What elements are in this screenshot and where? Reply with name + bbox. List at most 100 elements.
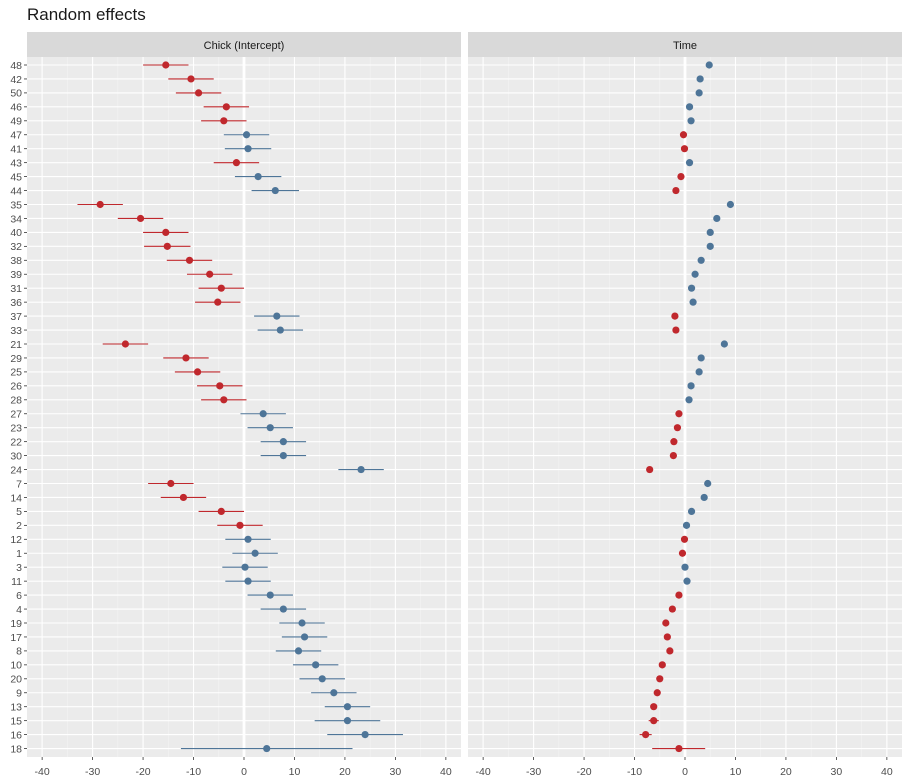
y-tick-label: 33	[10, 325, 22, 337]
y-tick-label: 45	[10, 171, 22, 183]
point-41	[680, 145, 689, 153]
point-4	[279, 605, 287, 613]
y-tick-label: 16	[10, 729, 22, 741]
y-tick-label: 48	[10, 60, 22, 72]
point-36	[689, 298, 697, 306]
y-tick-label: 38	[10, 255, 22, 267]
x-tick-label: 30	[831, 766, 843, 778]
point-38	[697, 256, 705, 264]
y-tick-label: 43	[10, 157, 22, 169]
point-33	[672, 326, 680, 334]
y-tick-label: 50	[10, 88, 22, 100]
point-46	[222, 103, 230, 111]
point-32	[706, 242, 714, 250]
y-tick-label: 30	[10, 450, 22, 462]
point-41	[244, 145, 252, 153]
y-tick-label: 4	[16, 604, 22, 616]
point-18	[675, 744, 683, 753]
point-7	[167, 479, 175, 488]
y-tick-label: 19	[10, 618, 22, 630]
point-35	[726, 200, 735, 209]
point-16	[361, 731, 369, 739]
point-15	[650, 717, 658, 725]
point-29	[182, 354, 190, 362]
y-tick-label: 24	[10, 464, 22, 476]
x-tick-label: 10	[289, 766, 301, 778]
facet-label-1: Chick (Intercept)	[204, 40, 285, 52]
y-tick-label: 6	[16, 590, 22, 602]
point-17	[663, 633, 671, 641]
y-tick-label: 2	[16, 520, 22, 532]
y-tick-label: 36	[10, 297, 22, 309]
facet-strip-2	[468, 32, 902, 57]
y-tick-label: 5	[16, 506, 22, 518]
point-44	[271, 186, 279, 195]
point-45	[677, 173, 685, 181]
x-tick-label: 0	[682, 766, 688, 778]
point-36	[214, 298, 222, 306]
point-14	[179, 493, 188, 502]
y-tick-label: 1	[16, 548, 22, 560]
point-10	[658, 661, 666, 669]
point-39	[691, 270, 699, 278]
point-2	[682, 521, 691, 529]
x-tick-label: 30	[390, 766, 402, 778]
y-tick-label: 31	[10, 283, 22, 295]
y-tick-label: 44	[10, 185, 22, 197]
x-tick-label: 10	[730, 766, 742, 778]
point-34	[713, 214, 721, 223]
point-38	[185, 256, 194, 264]
y-tick-label: 21	[10, 339, 22, 351]
point-37	[273, 312, 281, 320]
point-49	[687, 117, 695, 125]
x-tick-label: 20	[339, 766, 351, 778]
point-2	[236, 521, 244, 529]
chart-title: Random effects	[27, 5, 146, 24]
point-31	[217, 284, 225, 292]
point-42	[696, 75, 704, 83]
y-tick-label: 7	[16, 478, 22, 490]
point-40	[706, 228, 714, 236]
point-50	[194, 89, 203, 97]
y-tick-label: 41	[10, 144, 22, 156]
y-tick-label: 46	[10, 102, 22, 114]
point-19	[662, 619, 670, 627]
point-20	[656, 675, 664, 683]
point-34	[136, 214, 145, 223]
point-22	[670, 438, 678, 446]
point-24	[357, 465, 365, 474]
point-47	[679, 131, 688, 139]
x-tick-label: -20	[576, 766, 591, 778]
point-15	[343, 717, 352, 725]
x-tick-label: -40	[476, 766, 491, 778]
y-tick-label: 18	[10, 743, 22, 755]
x-tick-label: -20	[135, 766, 150, 778]
point-12	[244, 535, 252, 543]
y-tick-label: 23	[10, 423, 22, 435]
x-tick-label: -30	[85, 766, 100, 778]
point-27	[675, 410, 683, 418]
facet-strip-1	[27, 32, 461, 57]
point-19	[298, 619, 306, 627]
point-48	[705, 61, 713, 69]
y-tick-label: 8	[16, 646, 22, 658]
point-35	[96, 200, 104, 209]
point-13	[343, 703, 352, 711]
point-50	[695, 89, 703, 97]
point-37	[671, 312, 679, 320]
y-tick-label: 39	[10, 269, 22, 281]
point-6	[675, 591, 683, 599]
y-tick-label: 17	[10, 632, 22, 644]
point-42	[187, 75, 195, 83]
point-28	[220, 396, 228, 404]
y-tick-label: 32	[10, 241, 22, 253]
x-tick-label: -30	[526, 766, 541, 778]
y-tick-label: 37	[10, 311, 22, 323]
point-25	[193, 368, 202, 376]
y-tick-label: 49	[10, 116, 22, 128]
point-40	[162, 228, 170, 236]
point-11	[244, 577, 252, 585]
point-48	[162, 61, 170, 69]
point-7	[704, 479, 712, 488]
x-tick-label: -40	[35, 766, 50, 778]
